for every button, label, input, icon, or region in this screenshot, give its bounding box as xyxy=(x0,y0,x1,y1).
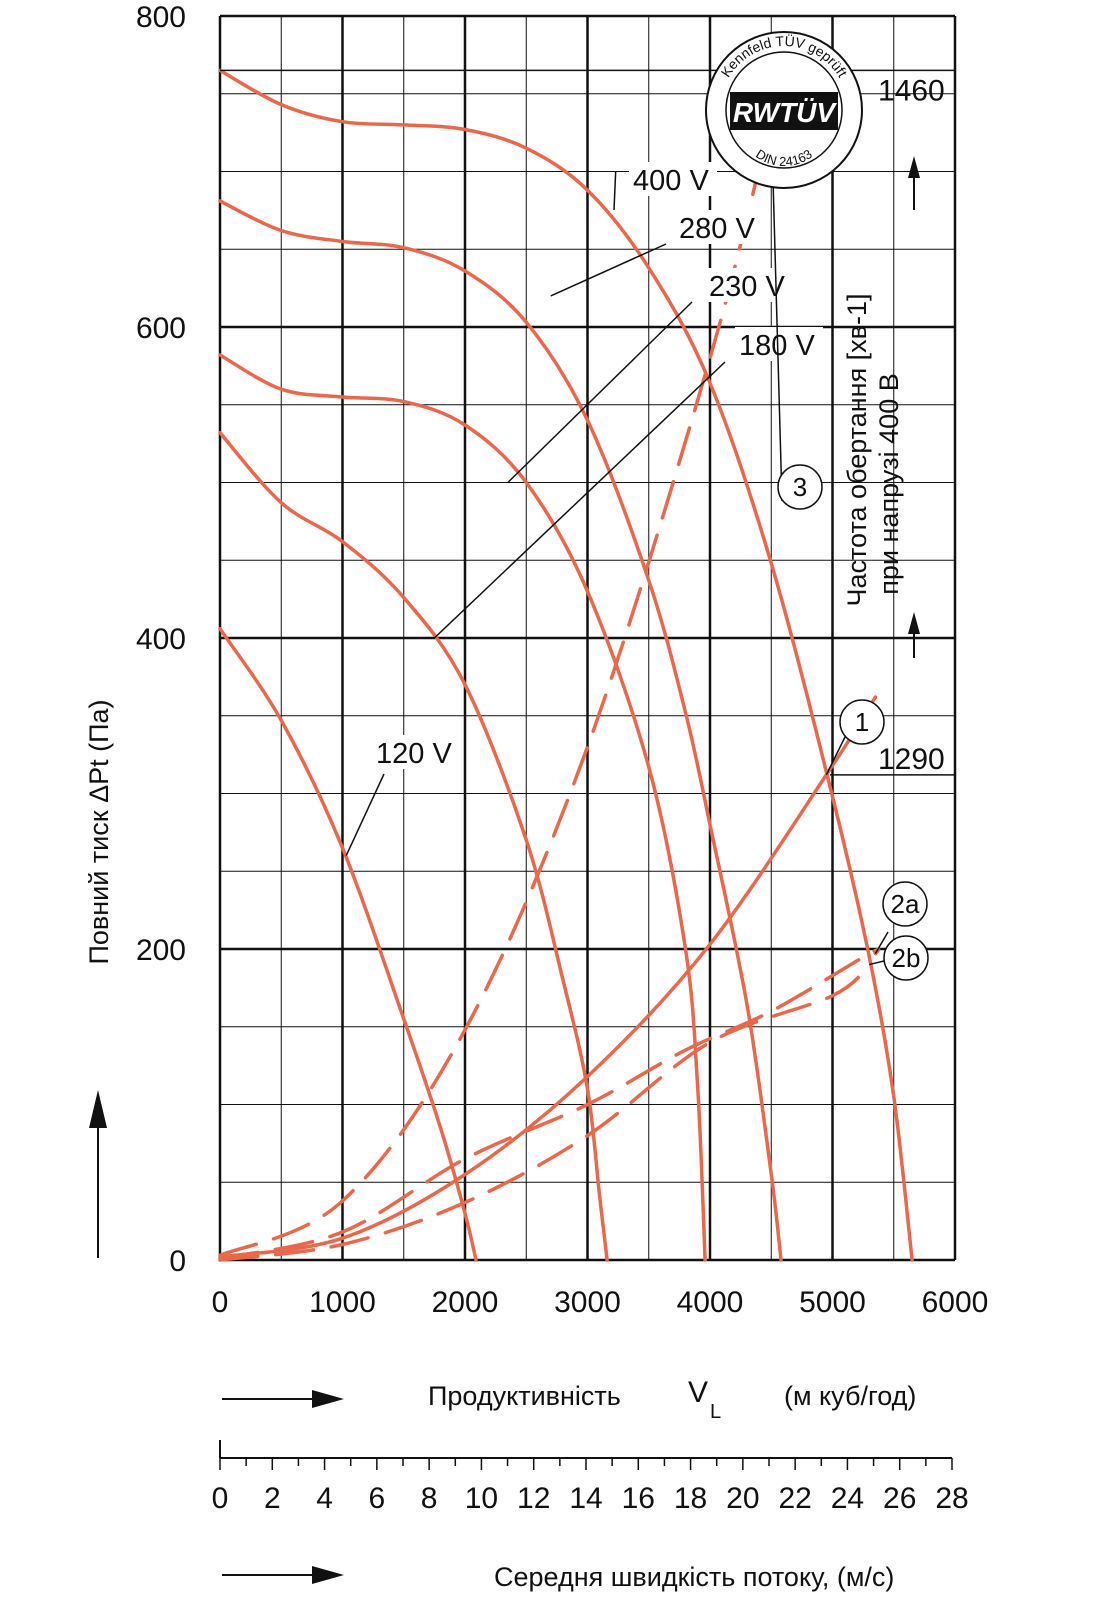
velocity-axis: 0 2 4 6 8 10 12 14 16 18 20 22 24 26 28 xyxy=(212,1440,969,1515)
logo-main-text: RWTÜV xyxy=(733,97,837,128)
y-tick-label: 400 xyxy=(136,623,186,656)
velocity-tick-label: 26 xyxy=(883,1482,916,1515)
velocity-tick-label: 28 xyxy=(935,1482,968,1515)
x-axis-symbol: V xyxy=(688,1376,708,1409)
x-axis-arrow xyxy=(222,1390,344,1408)
velocity-tick-label: 0 xyxy=(212,1482,229,1515)
rpm-axis-label-line1: Частота обертання [хв-1] xyxy=(842,293,872,606)
x-tick-label: 6000 xyxy=(922,1286,989,1319)
x-tick-label: 3000 xyxy=(554,1286,621,1319)
y-tick-label: 800 xyxy=(136,1,186,34)
x2-axis-arrow xyxy=(222,1566,344,1584)
annotation-3-label: 3 xyxy=(793,472,807,502)
annotation-120v-label: 120 V xyxy=(376,738,452,770)
annotation-180v-bg xyxy=(735,327,823,361)
annotation-2a-circle xyxy=(882,881,928,927)
velocity-tick-label: 4 xyxy=(316,1482,333,1515)
annotation-1-leader xyxy=(825,734,847,776)
annotation-180v-leader xyxy=(433,361,726,639)
y-tick-label: 200 xyxy=(136,934,186,967)
annotation-230v-leader xyxy=(507,301,693,484)
annotation-400v-label: 400 V xyxy=(633,165,709,197)
x-tick-label: 4000 xyxy=(677,1286,744,1319)
rpm-up-arrow-bottom xyxy=(908,612,920,658)
annotation-3-circle xyxy=(777,464,823,510)
x-tick-label: 1000 xyxy=(309,1286,376,1319)
annotation-230v-bg xyxy=(705,268,793,302)
annotation-2b-label: 2b xyxy=(892,943,921,973)
y-axis-arrow xyxy=(89,1090,107,1258)
velocity-tick-label: 16 xyxy=(622,1482,655,1515)
annotation-280v-leader xyxy=(550,243,667,297)
velocity-tick-label: 8 xyxy=(421,1482,438,1515)
x2-axis-label: Середня швидкість потоку, (м/с) xyxy=(494,1562,894,1592)
system-curve-2b xyxy=(218,962,872,1262)
fan-curve-180v xyxy=(218,430,609,1262)
annotation-120v-bg xyxy=(372,735,460,769)
rpm-up-arrow-top xyxy=(908,156,920,210)
rpm-label: 1290 xyxy=(878,743,945,776)
grid xyxy=(218,14,957,1262)
annotation-2a-leader xyxy=(874,931,889,955)
x-tick-label: 2000 xyxy=(432,1286,499,1319)
fan-curve-230v xyxy=(218,353,707,1262)
x-tick-label: 0 xyxy=(212,1286,229,1319)
x-axis-label: Продуктивність xyxy=(428,1381,621,1411)
annotation-2b-circle xyxy=(883,935,929,981)
system-curve-2a xyxy=(218,947,881,1261)
velocity-tick-label: 22 xyxy=(778,1482,811,1515)
velocity-tick-label: 20 xyxy=(726,1482,759,1515)
rpm-label: 1460 xyxy=(878,74,945,107)
x-tick-label: 5000 xyxy=(799,1286,866,1319)
x-axis-unit: (м куб/год) xyxy=(784,1381,916,1411)
annotation-1-circle xyxy=(839,699,885,745)
system-curve-3 xyxy=(218,115,774,1258)
fan-curve-120v xyxy=(218,626,478,1262)
fan-curve-400v xyxy=(218,68,914,1262)
annotation-280v-label: 280 V xyxy=(679,213,755,245)
velocity-tick-label: 14 xyxy=(569,1482,602,1515)
logo-bottom-text: DIN 24163 xyxy=(753,146,814,169)
rwtuv-logo: Kennfeld TÜV geprüft RWTÜV DIN 24163 xyxy=(705,31,863,189)
ticks: 0 1000 2000 3000 4000 5000 6000 0 200 400 600 800 xyxy=(136,1,988,1319)
x-axis-symbol-sub: L xyxy=(710,1401,721,1423)
velocity-tick-label: 6 xyxy=(369,1482,386,1515)
annotation-1-label: 1 xyxy=(855,707,869,737)
annotation-400v-leader xyxy=(613,171,617,211)
rpm-axis-label-line2: при напрузі 400 В xyxy=(874,373,904,594)
velocity-tick-label: 18 xyxy=(674,1482,707,1515)
velocity-tick-label: 24 xyxy=(831,1482,864,1515)
annotation-120v-leader xyxy=(345,773,385,857)
annotation-280v-bg xyxy=(675,210,763,244)
curves xyxy=(218,68,914,1262)
annotation-230v-label: 230 V xyxy=(709,271,785,303)
y-axis-label: Повний тиск ΔPt (Па) xyxy=(84,699,114,964)
velocity-tick-label: 2 xyxy=(264,1482,281,1515)
system-curve-1 xyxy=(218,695,878,1259)
y-tick-label: 0 xyxy=(169,1245,186,1278)
velocity-tick-label: 12 xyxy=(517,1482,550,1515)
y-tick-label: 600 xyxy=(136,312,186,345)
annotation-2a-label: 2a xyxy=(891,889,920,919)
annotation-400v-bg xyxy=(629,162,717,196)
velocity-tick-label: 10 xyxy=(465,1482,498,1515)
